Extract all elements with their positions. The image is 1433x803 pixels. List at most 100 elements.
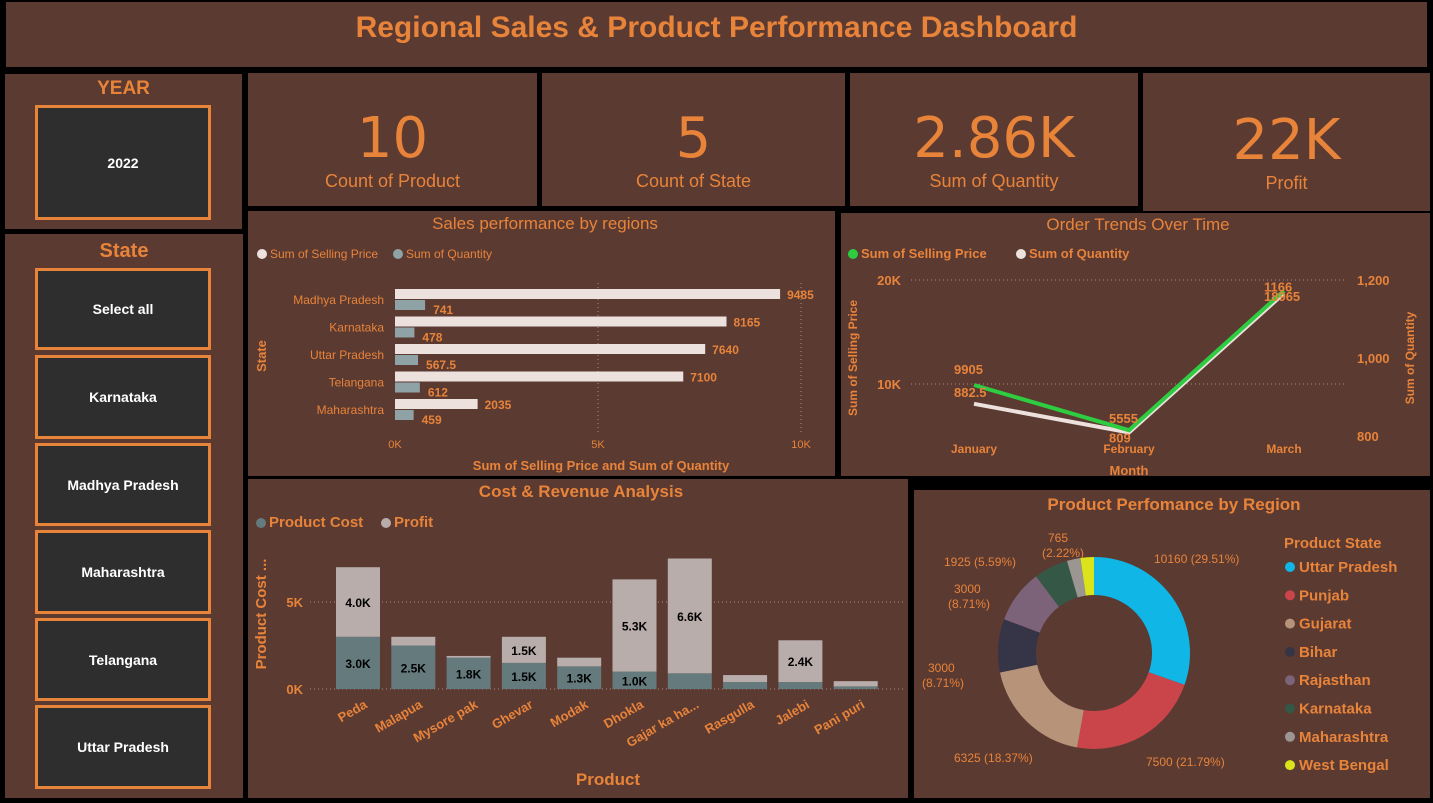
bar-selling-price [395, 289, 781, 299]
category-label: Telangana [329, 376, 385, 390]
bar-product-cost [557, 666, 602, 689]
donut-slice [1094, 557, 1190, 685]
category-label: Rasgulla [702, 696, 757, 736]
legend-label: Bihar [1299, 644, 1338, 661]
kpi-value: 2.86K [913, 106, 1075, 171]
legend-label: Punjab [1299, 587, 1349, 604]
bar-quantity [395, 410, 414, 420]
legend-selling-price-label: Sum of Selling Price [861, 246, 987, 261]
bar-product-cost [391, 645, 436, 689]
x-axis-title: Sum of Selling Price and Sum of Quantity [473, 458, 730, 473]
bar-profit [723, 675, 768, 683]
sales-by-region-chart: Sales performance by regions Sum of Selli… [254, 214, 814, 473]
legend-label: Uttar Pradesh [1299, 559, 1397, 576]
legend-product-cost-marker [256, 518, 266, 528]
data-label-product-cost: 1.0K [622, 674, 648, 688]
donut-slice [999, 664, 1084, 748]
category-label: Dhokla [601, 696, 647, 731]
bar-product-cost [667, 673, 712, 689]
data-label-quantity: 882.5 [954, 385, 987, 400]
bar-product-cost [446, 657, 491, 689]
category-label: Madhya Pradesh [293, 293, 384, 307]
cost-revenue-panel: Cost & Revenue Analysis Product Cost Profi… [248, 479, 908, 798]
legend-quantity-marker [1016, 249, 1026, 259]
order-trends-panel: Order Trends Over Time Sum of Selling Pri… [841, 213, 1430, 478]
data-label-selling-price: 7100 [690, 371, 717, 385]
bar-product-cost [778, 682, 823, 689]
category-label: Karnataka [329, 321, 384, 335]
bar-profit [778, 640, 823, 683]
slice-label: 1925 (5.59%) [944, 555, 1016, 569]
category-label: Peda [335, 696, 370, 725]
category-label: Pani puri [812, 697, 868, 738]
bar-quantity [395, 355, 419, 365]
bar-selling-price [395, 371, 684, 382]
bar-quantity [395, 382, 420, 393]
state-option-madhya-pradesh[interactable]: Madhya Pradesh [35, 443, 211, 526]
state-option-telangana[interactable]: Telangana [35, 618, 211, 701]
kpi-profit: 22K Profit [1143, 73, 1430, 211]
kpi-label: Count of State [635, 171, 752, 191]
slice-label: 3000 [928, 661, 955, 675]
x-tick-label: March [1266, 442, 1301, 456]
product-by-region-chart: Product Perfomance by Region 10160 (29.51… [922, 495, 1397, 774]
state-option-select-all[interactable]: Select all [35, 268, 211, 350]
kpi-label: Profit [1265, 173, 1308, 193]
sales-by-region-panel: Sales performance by regions Sum of Selli… [248, 211, 835, 476]
bar-product-cost [501, 662, 546, 689]
x-axis-title: Month [1110, 463, 1149, 476]
legend-selling-price-marker [257, 249, 267, 259]
legend-quantity-label: Sum of Quantity [406, 247, 492, 261]
data-label-selling-price: 2035 [485, 398, 512, 412]
left-tick-label: 20K [877, 273, 901, 288]
bar-profit [336, 567, 380, 637]
line-selling-price [973, 289, 1286, 433]
bar-product-cost [723, 682, 768, 689]
product-by-region-panel: Product Perfomance by Region 10160 (29.51… [914, 490, 1430, 798]
y-axis-title-right: Sum of Quantity [1403, 311, 1417, 404]
legend-marker [1285, 760, 1295, 771]
donut-slice [1036, 560, 1078, 607]
chart-title: Cost & Revenue Analysis [479, 482, 683, 501]
legend-marker [1285, 731, 1295, 742]
state-option-karnataka[interactable]: Karnataka [35, 355, 211, 439]
data-label-quantity: 567.5 [426, 358, 456, 372]
bar-profit [557, 657, 602, 667]
slice-label: (2.22%) [1042, 546, 1084, 560]
legend-title: Product State [1284, 535, 1382, 552]
slice-label: (8.71%) [922, 676, 964, 690]
kpi-sum-of-quantity: 2.86K Sum of Quantity [850, 73, 1138, 206]
data-label-product-cost: 3.0K [345, 657, 371, 671]
order-trends-chart: Order Trends Over Time Sum of Selling Pri… [846, 215, 1417, 478]
legend-selling-price-marker [848, 249, 858, 259]
bar-selling-price [395, 316, 727, 327]
category-label: Modak [548, 696, 592, 730]
state-slicer-title: State [99, 240, 149, 262]
donut-slice [1080, 557, 1094, 596]
data-label-profit: 4.0K [345, 596, 371, 610]
kpi-count-of-state: 5 Count of State [542, 73, 845, 206]
data-label-quantity: 478 [422, 331, 442, 345]
kpi-label: Count of Product [324, 171, 461, 191]
slice-label: 3000 [954, 582, 981, 596]
state-option-maharashtra[interactable]: Maharashtra [35, 530, 211, 614]
left-tick-label: 10K [877, 377, 901, 392]
dashboard-header: Regional Sales & Product Performance Das… [4, 0, 1429, 69]
donut-slice [998, 619, 1040, 673]
bar-product-cost [612, 671, 657, 689]
chart-title: Order Trends Over Time [1046, 215, 1229, 234]
legend-marker [1285, 618, 1295, 629]
data-label-profit: 2.4K [788, 655, 814, 669]
data-label-quantity: 741 [433, 303, 453, 317]
legend-product-cost-label: Product Cost [269, 514, 363, 531]
y-tick-label: 5K [286, 595, 303, 610]
data-label-selling-price: 18965 [1264, 289, 1300, 304]
state-option-uttar-pradesh[interactable]: Uttar Pradesh [35, 705, 211, 789]
slice-label: 7500 (21.79%) [1146, 755, 1225, 769]
bar-product-cost [833, 686, 878, 689]
year-option-2022[interactable]: 2022 [35, 105, 211, 220]
data-label-selling-price: 7640 [712, 343, 739, 357]
x-axis-title: Product [576, 770, 641, 789]
x-tick-label: 0K [388, 439, 402, 451]
data-label-product-cost: 1.3K [567, 672, 593, 686]
